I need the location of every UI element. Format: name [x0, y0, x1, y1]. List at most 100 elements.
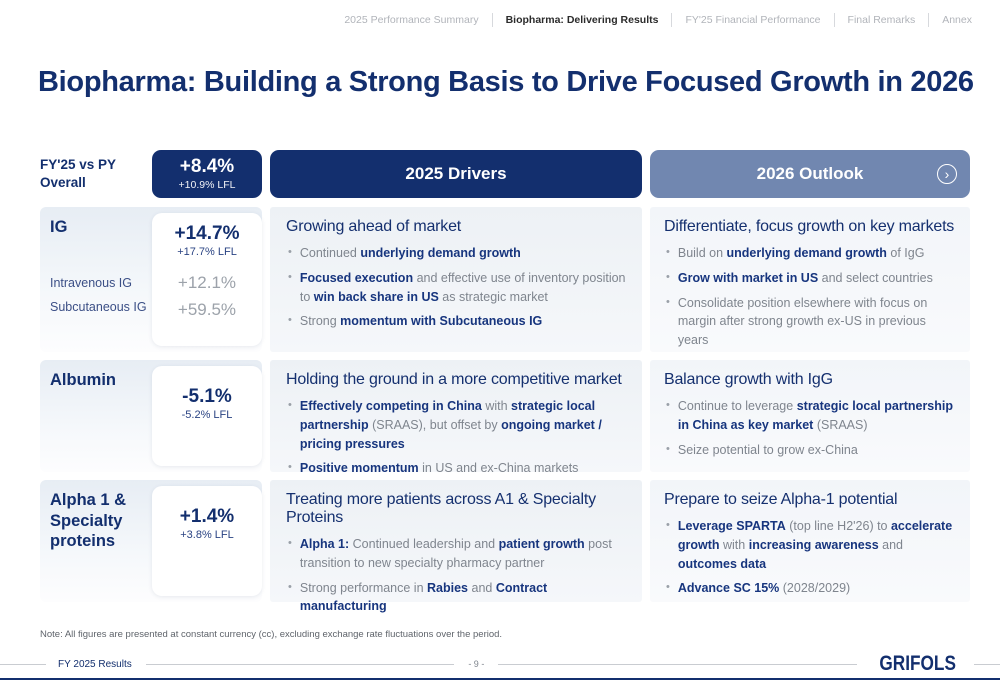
- footer-deck-title: FY 2025 Results: [58, 658, 132, 670]
- bullet-dot: •: [288, 270, 292, 283]
- segment-value: +14.7%: [174, 223, 240, 244]
- nav-divider: [671, 13, 673, 27]
- bullet-item: • Consolidate position elsewhere with foc…: [664, 294, 956, 350]
- bullet-dot: •: [666, 519, 670, 531]
- bullet-item: • Build on underlying demand growth of Ig…: [664, 244, 956, 263]
- value-card-albumin: -5.1% -5.2% LFL: [152, 366, 262, 466]
- bullet-item: • Continued underlying demand growth: [286, 244, 626, 263]
- value-card-ig: +14.7% +17.7% LFL +12.1% +59.5%: [152, 213, 262, 346]
- segment-lfl: +3.8% LFL: [180, 529, 234, 541]
- bullet-item: • Effectively competing in China with str…: [286, 397, 626, 453]
- drivers-section-albumin: Holding the ground in a more competitive…: [270, 360, 642, 475]
- nav-divider: [928, 13, 930, 27]
- outlook-section-albumin: Balance growth with IgG • Continue to lev…: [650, 360, 970, 472]
- bullet-item: • Advance SC 15% (2028/2029): [664, 579, 956, 598]
- segment-name: Albumin: [50, 371, 116, 389]
- value-card-alpha1: +1.4% +3.8% LFL: [152, 486, 262, 596]
- overall-label-line2: Overall: [40, 175, 86, 191]
- row-alpha1: Alpha 1 & Specialty proteins +1.4% +3.8%…: [40, 480, 970, 613]
- bullet-dot: •: [666, 246, 670, 258]
- section-heading: Balance growth with IgG: [664, 371, 833, 388]
- bullet-dot: •: [666, 270, 670, 283]
- top-nav: 2025 Performance Summary Biopharma: Deli…: [344, 13, 972, 27]
- bullet-dot: •: [288, 314, 292, 327]
- segment-lfl: -5.2% LFL: [181, 409, 233, 421]
- segment-value: -5.1%: [182, 386, 232, 407]
- section-heading: Treating more patients across A1 & Speci…: [286, 491, 596, 526]
- footer-line: [498, 663, 857, 665]
- bullet-dot: •: [288, 461, 292, 474]
- outlook-section-ig: Differentiate, focus growth on key marke…: [650, 207, 970, 352]
- sub-value-subcutaneous: +59.5%: [177, 300, 237, 319]
- bullet-dot: •: [666, 399, 670, 411]
- section-heading: Holding the ground in a more competitive…: [286, 371, 622, 388]
- segment-alpha1: Alpha 1 & Specialty proteins +1.4% +3.8%…: [40, 480, 262, 602]
- nav-item-biopharma[interactable]: Biopharma: Delivering Results: [505, 14, 659, 26]
- nav-item-financial-performance[interactable]: FY'25 Financial Performance: [685, 14, 821, 26]
- bullet-item: • Leverage SPARTA (top line H2'26) to acc…: [664, 517, 956, 573]
- bullet-item: • Positive momentum in US and ex-China ma…: [286, 459, 626, 478]
- overall-label-line1: FY'25 vs PY: [40, 157, 117, 172]
- slide-bottom-border: [0, 678, 1000, 680]
- segment-name: Alpha 1 & Specialty proteins: [50, 491, 127, 551]
- header-row: FY'25 vs PY Overall +8.4% +10.9% LFL 202…: [40, 150, 970, 198]
- section-heading: Differentiate, focus growth on key marke…: [664, 218, 955, 235]
- bullet-item: • Focused execution and effective use of …: [286, 269, 626, 307]
- bullet-dot: •: [666, 442, 670, 455]
- nav-item-annex[interactable]: Annex: [942, 14, 972, 26]
- nav-divider: [833, 13, 835, 27]
- overall-value-box: +8.4% +10.9% LFL: [152, 150, 262, 198]
- footer-line: [0, 663, 46, 665]
- outlook-section-alpha1: Prepare to seize Alpha-1 potential • Leve…: [650, 480, 970, 602]
- drivers-column-header: 2025 Drivers: [270, 150, 642, 198]
- bullet-dot: •: [288, 246, 292, 258]
- footnote: Note: All figures are presented at const…: [40, 629, 503, 640]
- section-heading: Growing ahead of market: [286, 218, 462, 235]
- drivers-header-label: 2025 Drivers: [405, 164, 507, 183]
- grifols-logo: GRIFOLS: [879, 652, 956, 675]
- segment-lfl: +17.7% LFL: [177, 246, 237, 258]
- content-grid: IG Intravenous IG Subcutaneous IG +14.7%…: [40, 207, 970, 613]
- segment-name: IG: [50, 218, 68, 236]
- row-ig: IG Intravenous IG Subcutaneous IG +14.7%…: [40, 207, 970, 352]
- bullet-list: • Alpha 1: Continued leadership and patie…: [286, 535, 626, 616]
- section-heading: Prepare to seize Alpha-1 potential: [664, 491, 898, 508]
- overall-lfl: +10.9% LFL: [178, 179, 236, 191]
- row-albumin: Albumin -5.1% -5.2% LFL Holding the grou…: [40, 360, 970, 475]
- page-title: Biopharma: Building a Strong Basis to Dr…: [38, 66, 974, 98]
- overall-value: +8.4%: [179, 156, 235, 177]
- segment-value: +1.4%: [179, 506, 235, 527]
- footer-line: [145, 663, 455, 665]
- bullet-item: • Continue to leverage strategic local pa…: [664, 397, 956, 435]
- sub-value-intravenous: +12.1%: [177, 273, 237, 292]
- page-number: - 9 -: [468, 659, 485, 669]
- nav-divider: [491, 13, 493, 27]
- bullet-list: • Continued underlying demand growth • Focu…: [286, 244, 626, 331]
- sub-label-intravenous: Intravenous IG: [50, 275, 132, 290]
- bullet-dot: •: [666, 295, 670, 308]
- overall-label: FY'25 vs PY Overall: [40, 150, 152, 198]
- footer: FY 2025 Results - 9 - GRIFOLS: [0, 652, 1000, 675]
- bullet-dot: •: [288, 399, 292, 411]
- drivers-section-ig: Growing ahead of market • Continued under…: [270, 207, 642, 352]
- bullet-list: • Build on underlying demand growth of Ig…: [664, 244, 956, 350]
- bullet-item: • Strong performance in Rabies and Contra…: [286, 579, 626, 617]
- bullet-item: • Grow with market in US and select count…: [664, 269, 956, 288]
- nav-item-final-remarks[interactable]: Final Remarks: [847, 14, 916, 26]
- bullet-dot: •: [288, 580, 292, 593]
- bullet-list: • Leverage SPARTA (top line H2'26) to acc…: [664, 517, 956, 598]
- bullet-item: • Strong momentum with Subcutaneous IG: [286, 312, 626, 331]
- segment-albumin: Albumin -5.1% -5.2% LFL: [40, 360, 262, 472]
- chevron-right-icon[interactable]: ›: [937, 164, 957, 184]
- drivers-section-alpha1: Treating more patients across A1 & Speci…: [270, 480, 642, 613]
- bullet-list: • Continue to leverage strategic local pa…: [664, 397, 956, 459]
- footer-line: [974, 663, 1000, 665]
- outlook-header-label: 2026 Outlook: [756, 164, 864, 183]
- bullet-item: • Seize potential to grow ex-China: [664, 441, 956, 460]
- bullet-dot: •: [288, 537, 292, 549]
- bullet-item: • Alpha 1: Continued leadership and patie…: [286, 535, 626, 573]
- sub-label-subcutaneous: Subcutaneous IG: [50, 299, 147, 314]
- nav-item-performance-summary[interactable]: 2025 Performance Summary: [344, 14, 479, 26]
- outlook-column-header[interactable]: 2026 Outlook ›: [650, 150, 970, 198]
